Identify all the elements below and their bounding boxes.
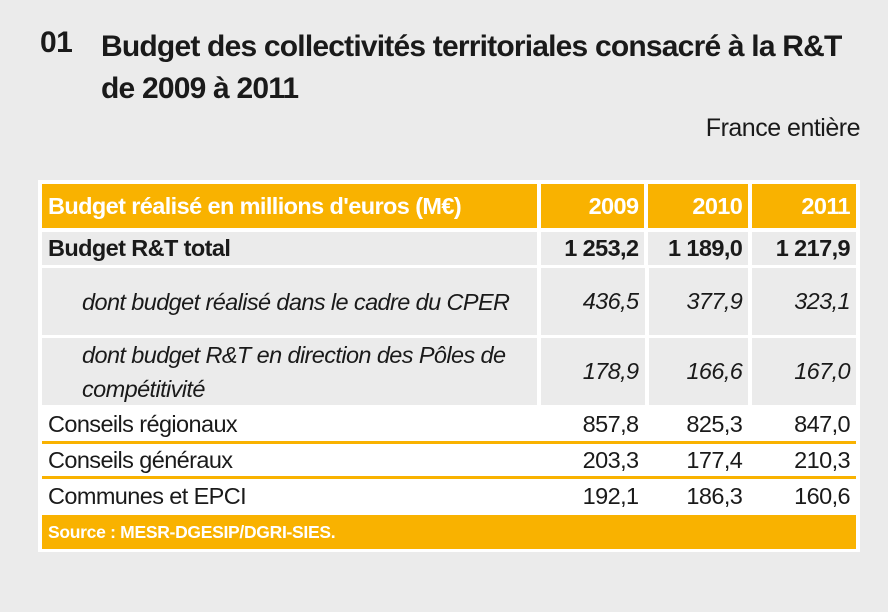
table-row: Conseils régionaux 857,8 825,3 847,0 <box>42 408 856 440</box>
cell: 203,3 <box>540 444 645 476</box>
cell: 192,1 <box>540 479 645 513</box>
cell: 377,9 <box>648 268 749 335</box>
cell: 177,4 <box>648 444 749 476</box>
table-row: Communes et EPCI 192,1 186,3 160,6 <box>42 479 856 513</box>
cell: 1 253,2 <box>540 232 645 265</box>
cell: 436,5 <box>540 268 645 335</box>
table-row: dont budget réalisé dans le cadre du CPE… <box>42 268 856 335</box>
table-header-row: Budget réalisé en millions d'euros (M€) … <box>42 184 856 228</box>
page-title: Budget des collectivités territoriales c… <box>101 30 842 105</box>
cell: 186,3 <box>648 479 749 513</box>
cell: 166,6 <box>648 338 749 405</box>
cell: 1 189,0 <box>648 232 749 265</box>
column-header: 2009 <box>540 184 645 228</box>
row-divider <box>42 441 856 444</box>
row-label: Budget R&T total <box>42 232 537 265</box>
cell: 857,8 <box>540 408 645 440</box>
cell: 167,0 <box>752 338 856 405</box>
column-header: Budget réalisé en millions d'euros (M€) <box>42 184 537 228</box>
cell: 210,3 <box>752 444 856 476</box>
cell: 160,6 <box>752 479 856 513</box>
row-label: Communes et EPCI <box>42 479 537 513</box>
cell: 178,9 <box>540 338 645 405</box>
table-row: Budget R&T total 1 253,2 1 189,0 1 217,9 <box>42 232 856 265</box>
column-header: 2011 <box>752 184 856 228</box>
source-note: Source : MESR-DGESIP/DGRI-SIES. <box>42 515 856 549</box>
row-label: dont budget R&T en direction des Pôles d… <box>42 338 537 405</box>
row-divider <box>42 476 856 479</box>
table-row: Conseils généraux 203,3 177,4 210,3 <box>42 444 856 476</box>
cell: 825,3 <box>648 408 749 440</box>
row-label: Conseils régionaux <box>42 408 537 440</box>
budget-table: Budget réalisé en millions d'euros (M€) … <box>38 180 860 552</box>
cell: 323,1 <box>752 268 856 335</box>
scope-label: France entière <box>705 114 861 142</box>
table-row: dont budget R&T en direction des Pôles d… <box>42 338 856 405</box>
row-label: Conseils généraux <box>42 444 537 476</box>
cell: 1 217,9 <box>752 232 856 265</box>
figure-number: 01 <box>40 26 73 59</box>
column-header: 2010 <box>648 184 749 228</box>
cell: 847,0 <box>752 408 856 440</box>
row-label: dont budget réalisé dans le cadre du CPE… <box>42 268 537 335</box>
